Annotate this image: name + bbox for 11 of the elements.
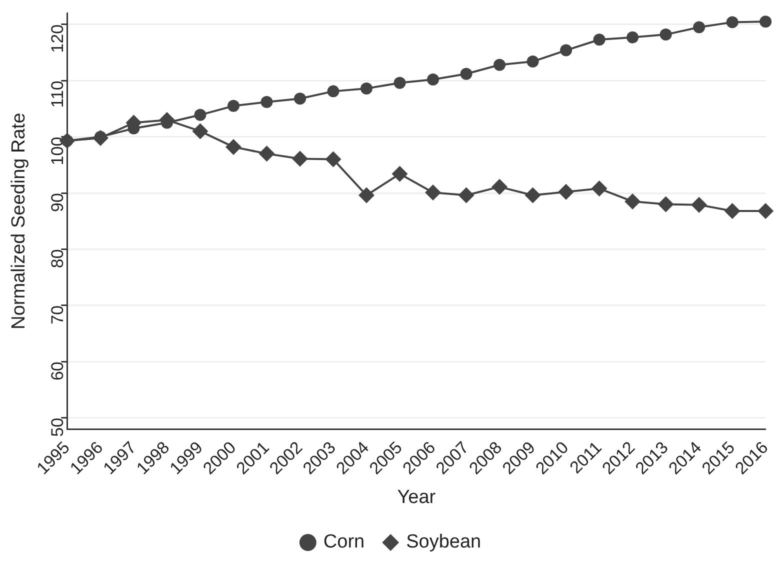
y-tick-label: 120 [48, 24, 67, 53]
legend-label: Corn [323, 532, 365, 553]
y-tick-label: 70 [48, 305, 67, 324]
x-axis-title: Year [397, 486, 436, 508]
y-tick-label: 50 [48, 418, 67, 437]
y-axis-title: Normalized Seeding Rate [8, 112, 30, 330]
y-tick-label: 60 [48, 362, 67, 381]
y-tick-label: 80 [48, 249, 67, 268]
y-tick-label: 90 [48, 193, 67, 212]
y-tick-label: 110 [48, 80, 67, 108]
legend-label: Soybean [406, 532, 482, 553]
